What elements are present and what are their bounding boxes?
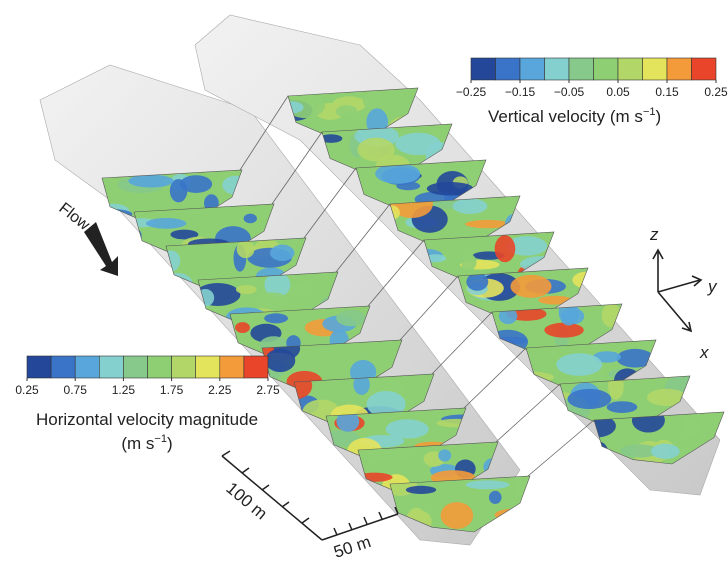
velocity-blob	[556, 353, 602, 376]
velocity-blob	[264, 313, 288, 323]
colorbar-tick-label: −0.15	[505, 85, 536, 99]
colorbar-swatch	[545, 58, 570, 80]
colorbar-tick-label: 1.25	[112, 383, 136, 397]
connector	[528, 420, 594, 476]
axes-triad	[653, 250, 701, 331]
velocity-blob	[255, 292, 289, 308]
colorbar-swatch	[594, 58, 619, 80]
colorbar-tick-label: 0.25	[704, 85, 728, 99]
colorbar-swatch	[692, 58, 717, 80]
axis-z: z	[649, 225, 659, 244]
colorbar-swatch	[244, 356, 268, 378]
axis-x: x	[699, 343, 709, 362]
colorbar-tick-label: 0.15	[655, 85, 679, 99]
velocity-blob	[270, 245, 294, 261]
colorbar-swatch	[520, 58, 545, 80]
velocity-blob	[572, 272, 601, 289]
title-end: )	[655, 107, 661, 126]
colorbar-swatch	[123, 356, 147, 378]
velocity-blob	[495, 235, 516, 262]
connector	[496, 384, 560, 442]
colorbar-tick-label: 0.75	[64, 383, 88, 397]
colorbar-swatch	[471, 58, 496, 80]
colorbar-swatch	[618, 58, 643, 80]
colorbar-swatch	[643, 58, 668, 80]
colorbar-swatch	[172, 356, 196, 378]
velocity-blob	[236, 285, 257, 294]
colorbar-swatch	[569, 58, 594, 80]
colorbar-tick-label: 1.75	[160, 383, 184, 397]
velocity-blob	[237, 240, 255, 258]
velocity-blob	[602, 303, 622, 327]
scale-across: 50 m	[331, 532, 373, 561]
velocity-blob	[336, 310, 366, 326]
velocity-blob	[128, 175, 173, 188]
title-text: Vertical velocity (m s	[488, 107, 643, 126]
unit-exponent: −1	[154, 433, 167, 445]
colorbar-swatch	[496, 58, 521, 80]
colorbar-tick-label: 2.75	[256, 383, 280, 397]
velocity-blob	[461, 254, 476, 271]
velocity-blob	[146, 218, 186, 229]
velocity-blob	[489, 491, 502, 504]
scale-along: 100 m	[222, 479, 270, 524]
velocity-blob	[363, 92, 383, 109]
velocity-blob	[368, 448, 411, 460]
velocity-blob	[568, 389, 612, 409]
horizontal-colorbar-title: Horizontal velocity magnitude	[36, 410, 258, 429]
velocity-blob	[244, 214, 257, 224]
velocity-blob	[336, 105, 358, 118]
velocity-blob	[587, 441, 608, 464]
velocity-blob	[682, 418, 699, 438]
velocity-blob	[453, 199, 488, 214]
velocity-blob	[235, 322, 250, 333]
colorbar-swatch	[196, 356, 220, 378]
connector	[400, 276, 458, 340]
velocity-blob	[438, 449, 451, 461]
vertical-colorbar-title: Vertical velocity (m s−1)	[488, 106, 661, 126]
colorbar-tick-label: −0.05	[554, 85, 585, 99]
velocity-blob	[265, 349, 295, 372]
velocity-blob	[495, 509, 535, 522]
velocity-blob	[466, 480, 510, 489]
colorbar-swatch	[75, 356, 99, 378]
velocity-blob	[510, 275, 551, 298]
colorbar-tick-label: 2.25	[208, 383, 232, 397]
flow-label: Flow	[56, 200, 93, 234]
colorbar-tick-label: −0.25	[456, 85, 487, 99]
connector	[464, 348, 526, 408]
velocity-blob	[127, 228, 142, 244]
velocity-blob	[466, 273, 488, 291]
velocity-blob	[651, 444, 680, 459]
velocity-blob	[441, 502, 474, 529]
colorbar-swatch	[148, 356, 172, 378]
connector	[368, 240, 424, 306]
velocity-blob	[386, 419, 429, 438]
velocity-blob	[607, 401, 638, 413]
connector	[432, 312, 492, 374]
axis-y: y	[707, 277, 718, 296]
colorbar-swatch	[99, 356, 123, 378]
horizontal-colorbar-unit: (m s−1)	[121, 433, 172, 453]
colorbar-swatch	[27, 356, 51, 378]
colorbar-tick-label: 0.25	[15, 383, 39, 397]
velocity-blob	[406, 486, 436, 494]
unit-end: )	[167, 434, 173, 453]
colorbar-swatch	[667, 58, 692, 80]
title-exponent: −1	[643, 106, 656, 118]
flow-arrow	[84, 222, 118, 276]
unit-text: (m s	[121, 434, 154, 453]
colorbar-swatch	[51, 356, 75, 378]
colorbar-swatch	[220, 356, 244, 378]
velocity-blob	[544, 323, 583, 338]
figure: Flow z y x 100 m 50 m Vertical velocity …	[0, 0, 728, 561]
colorbar-tick-label: 0.05	[606, 85, 630, 99]
